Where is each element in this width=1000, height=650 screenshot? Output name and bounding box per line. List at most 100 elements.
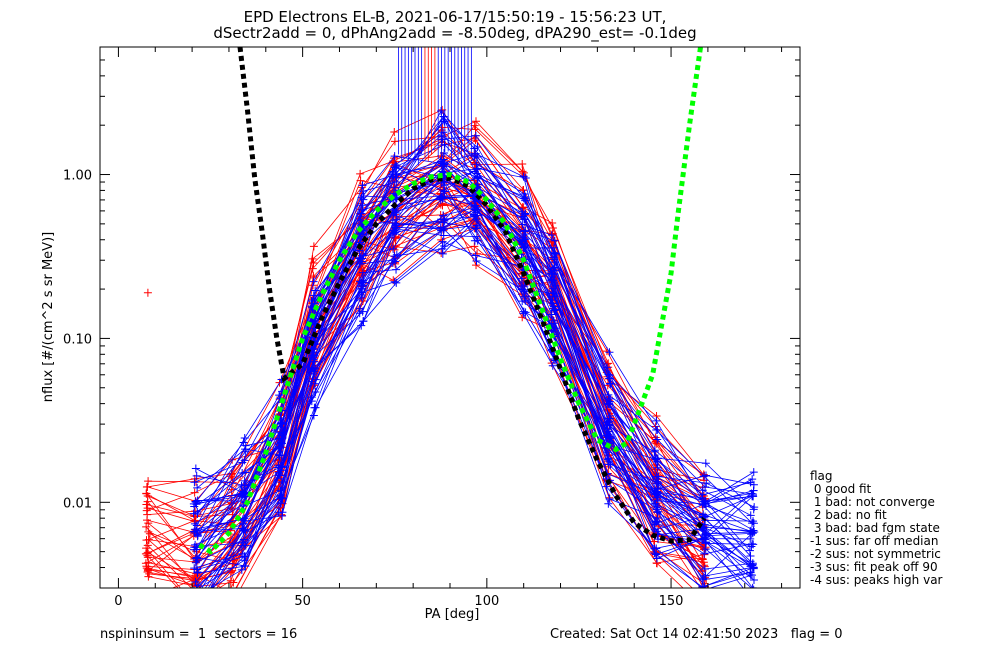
blue-data-marker — [307, 393, 316, 402]
blue-data-marker — [238, 549, 247, 558]
y-tick-label: 0.01 — [63, 496, 92, 511]
blue-data-marker — [749, 468, 758, 477]
red-data-marker — [145, 592, 153, 600]
blue-data-marker — [241, 441, 250, 450]
blue-data-marker — [603, 363, 612, 372]
blue-data-marker — [309, 277, 318, 286]
y-tick-label: 0.10 — [63, 332, 92, 347]
x-axis-label: PA [deg] — [425, 607, 480, 622]
blue-data-marker — [549, 276, 558, 285]
legend-entry: 0 good fit — [810, 482, 872, 496]
blue-data-marker — [190, 478, 199, 487]
blue-data-marker — [437, 226, 446, 235]
red-data-marker — [308, 264, 317, 273]
red-data-marker — [193, 589, 201, 597]
blue-spectrum-line — [197, 119, 754, 535]
blue-data-marker — [311, 403, 320, 412]
red-data-marker — [470, 242, 479, 251]
blue-data-marker — [192, 604, 200, 612]
blue-data-marker — [192, 605, 200, 613]
blue-data-marker — [308, 377, 317, 386]
red-data-marker — [651, 437, 660, 446]
blue-data-marker — [438, 249, 447, 258]
blue-data-marker — [605, 495, 614, 504]
red-data-marker — [226, 576, 235, 585]
blue-data-marker — [698, 582, 707, 588]
blue-data-marker — [237, 565, 246, 574]
chart-title-line2: dSectr2add = 0, dPhAng2add = -8.50deg, d… — [213, 24, 696, 43]
blue-data-marker — [518, 220, 527, 229]
blue-spectrum-line — [195, 195, 753, 559]
blue-data-marker — [470, 212, 479, 221]
blue-data-marker — [698, 524, 707, 533]
blue-data-marker — [473, 174, 482, 183]
blue-data-marker — [438, 244, 447, 253]
blue-spectrum-line — [212, 206, 753, 588]
red-data-marker — [700, 589, 708, 597]
blue-data-marker — [698, 575, 707, 584]
blue-data-marker — [358, 181, 367, 190]
blue-spectrum-line — [210, 218, 753, 588]
blue-data-marker — [749, 505, 758, 514]
red-data-marker — [356, 169, 365, 178]
blue-data-marker — [390, 277, 399, 286]
blue-data-marker — [748, 475, 757, 484]
red-data-marker — [144, 535, 153, 544]
blue-data-marker — [606, 379, 615, 388]
blue-data-marker — [701, 537, 710, 546]
blue-data-marker — [241, 492, 250, 501]
red-data-marker — [698, 554, 707, 563]
blue-data-marker — [438, 192, 447, 201]
blue-spectrum-line — [195, 166, 753, 505]
blue-data-marker — [359, 187, 368, 196]
blue-data-marker — [238, 538, 247, 547]
blue-data-marker — [521, 308, 530, 317]
blue-data-marker — [518, 297, 527, 306]
blue-data-marker — [355, 304, 364, 313]
red-data-marker — [142, 608, 150, 616]
blue-data-marker — [473, 236, 482, 245]
red-data-marker — [143, 288, 152, 297]
blue-spectrum-line — [194, 199, 751, 581]
blue-data-marker — [392, 227, 401, 236]
blue-data-marker — [547, 319, 556, 328]
x-tick-label: 0 — [114, 594, 122, 609]
blue-data-marker — [748, 528, 757, 537]
blue-data-marker — [604, 399, 613, 408]
blue-data-marker — [278, 431, 287, 440]
blue-data-marker — [606, 394, 615, 403]
blue-data-marker — [190, 594, 198, 602]
blue-spectrum-line — [197, 162, 755, 524]
blue-data-marker — [309, 357, 318, 366]
axes-layer: 0 50 100 150 0.01 0.10 1.00 — [63, 46, 801, 609]
blue-spectrum-line — [196, 215, 751, 588]
blue-data-marker — [471, 251, 480, 260]
red-data-marker — [145, 603, 153, 611]
blue-data-marker — [549, 253, 558, 262]
blue-data-marker — [390, 183, 399, 192]
red-data-marker — [356, 176, 365, 185]
red-data-marker — [699, 594, 707, 602]
blue-data-marker — [550, 292, 559, 301]
blue-data-marker — [549, 304, 558, 313]
blue-data-marker — [192, 597, 200, 605]
blue-data-marker — [391, 221, 400, 230]
blue-spectrum-line — [195, 171, 753, 566]
blue-data-marker — [438, 194, 447, 203]
red-data-marker — [229, 589, 237, 597]
blue-data-marker — [440, 181, 449, 190]
red-data-marker — [192, 569, 201, 578]
y-axis-label: nflux [#/(cm^2 s sr MeV)] — [41, 232, 56, 402]
blue-data-marker — [547, 231, 556, 240]
blue-data-marker — [357, 278, 366, 287]
blue-data-marker — [748, 595, 756, 603]
blue-data-marker — [439, 186, 448, 195]
blue-data-marker — [604, 460, 613, 469]
blue-data-marker — [749, 564, 758, 573]
blue-data-marker — [746, 568, 755, 577]
blue-data-marker — [749, 576, 758, 585]
red-data-marker — [145, 529, 154, 538]
blue-data-marker — [311, 286, 320, 295]
blue-spectrum-line — [197, 144, 754, 537]
blue-data-marker — [701, 459, 710, 468]
